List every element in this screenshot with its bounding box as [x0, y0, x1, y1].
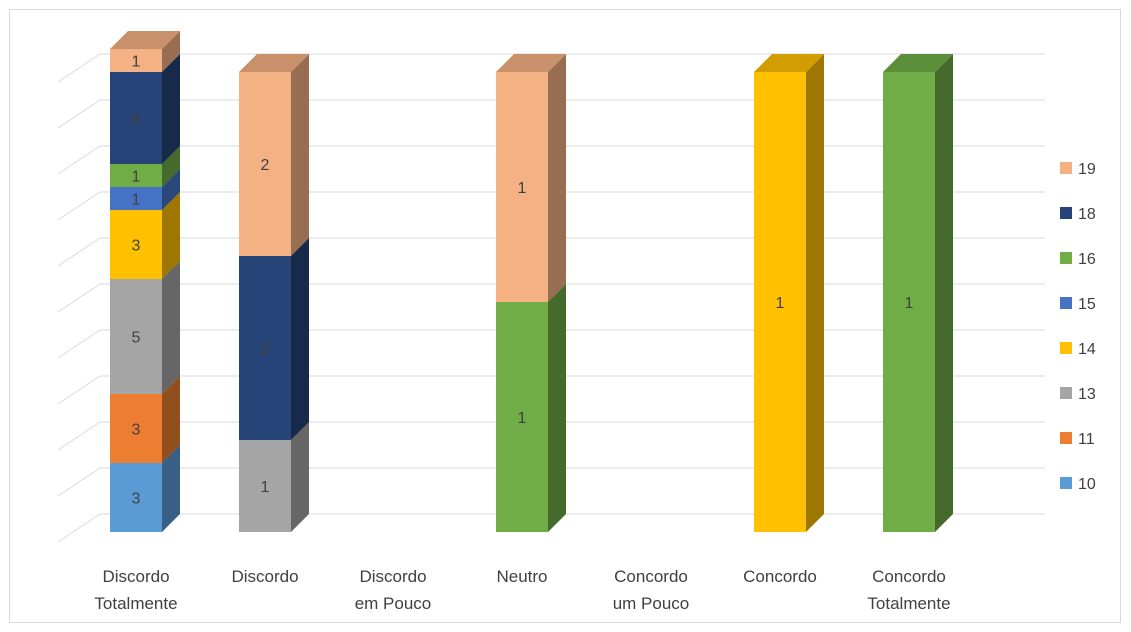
- legend-swatch: [1060, 387, 1072, 399]
- gridline-side: [57, 375, 101, 405]
- data-label: 1: [905, 295, 914, 312]
- bar-segment-side: [162, 445, 180, 532]
- legend-swatch: [1060, 432, 1072, 444]
- category-label: em Pouco: [355, 594, 432, 613]
- bar-segment: [110, 72, 162, 164]
- bar-segment: [883, 72, 935, 532]
- bar-segment-side: [162, 54, 180, 164]
- legend-label: 15: [1078, 296, 1096, 313]
- category-label: Discordo: [231, 567, 298, 586]
- gridline-side: [57, 513, 101, 543]
- data-label: 1: [132, 54, 141, 71]
- data-label: 1: [132, 169, 141, 186]
- data-label: 1: [518, 180, 527, 197]
- bar-segment-top: [754, 54, 824, 72]
- data-label: 1: [518, 410, 527, 427]
- gridline-side: [57, 283, 101, 313]
- bar-segment-top: [883, 54, 953, 72]
- bar-segment: [239, 256, 291, 440]
- category-label: um Pouco: [613, 594, 690, 613]
- data-label: 3: [132, 422, 141, 439]
- bar-segment-side: [162, 261, 180, 394]
- category-label: Discordo: [359, 567, 426, 586]
- gridline-side: [57, 467, 101, 497]
- legend-label: 16: [1078, 251, 1096, 268]
- bar-segment: [496, 72, 548, 302]
- bar-segment-top: [496, 54, 566, 72]
- category-label: Discordo: [102, 567, 169, 586]
- bar-segment-side: [291, 238, 309, 440]
- data-label: 3: [132, 491, 141, 508]
- bar-segment-side: [935, 54, 953, 532]
- bar-segment-side: [548, 284, 566, 532]
- legend-swatch: [1060, 252, 1072, 264]
- bar-segment-side: [548, 54, 566, 302]
- data-label: 2: [261, 341, 270, 358]
- data-label: 3: [132, 238, 141, 255]
- legend-label: 10: [1078, 476, 1096, 493]
- bar-segment-side: [162, 169, 180, 210]
- bar-segment-side: [291, 422, 309, 532]
- gridline-side: [57, 237, 101, 267]
- bar-segment-side: [162, 146, 180, 187]
- bar-segment: [110, 463, 162, 532]
- bar-segment: [239, 72, 291, 256]
- bar-segment-top: [239, 54, 309, 72]
- legend-swatch: [1060, 162, 1072, 174]
- gridline-side: [57, 421, 101, 451]
- category-label: Concordo: [872, 567, 946, 586]
- bar-segment: [110, 210, 162, 279]
- legend-label: 14: [1078, 341, 1096, 358]
- data-label: 2: [261, 157, 270, 174]
- category-label: Concordo: [743, 567, 817, 586]
- bar-segment: [239, 440, 291, 532]
- bar-segment-side: [162, 376, 180, 463]
- gridline-side: [57, 99, 101, 129]
- bar-segment-side: [162, 192, 180, 279]
- bar-segment-side: [806, 54, 824, 532]
- bar-segment: [110, 279, 162, 394]
- legend-swatch: [1060, 207, 1072, 219]
- bar-segment: [110, 394, 162, 463]
- legend-label: 18: [1078, 206, 1096, 223]
- category-label: Concordo: [614, 567, 688, 586]
- bar-segment: [754, 72, 806, 532]
- bar-segment: [110, 49, 162, 72]
- category-label: Neutro: [496, 567, 547, 586]
- data-label: 4: [132, 111, 141, 128]
- gridline-side: [57, 191, 101, 221]
- data-label: 5: [132, 330, 141, 347]
- bar-segment: [496, 302, 548, 532]
- data-label: 1: [261, 479, 270, 496]
- legend-swatch: [1060, 477, 1072, 489]
- bar-segment-top: [110, 31, 180, 49]
- legend-swatch: [1060, 297, 1072, 309]
- category-label: Totalmente: [94, 594, 177, 613]
- legend-label: 13: [1078, 386, 1096, 403]
- data-label: 1: [776, 295, 785, 312]
- bar-segment: [110, 187, 162, 210]
- gridline-side: [57, 53, 101, 83]
- gridline-side: [57, 145, 101, 175]
- bar-segment: [110, 164, 162, 187]
- bar-segment-side: [162, 31, 180, 72]
- legend-label: 19: [1078, 161, 1096, 178]
- legend-label: 11: [1078, 431, 1095, 448]
- bar-segment-side: [291, 54, 309, 256]
- gridline-side: [57, 329, 101, 359]
- data-label: 1: [132, 192, 141, 209]
- category-label: Totalmente: [867, 594, 950, 613]
- legend-swatch: [1060, 342, 1072, 354]
